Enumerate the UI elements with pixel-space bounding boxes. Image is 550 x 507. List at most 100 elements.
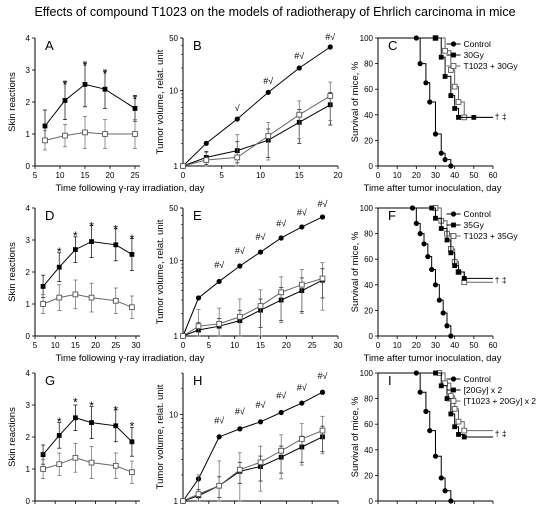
panel-letter: B [193,38,202,53]
data-point [413,370,419,376]
data-point [299,224,305,230]
data-point [444,237,450,243]
significance-mark: #√ [263,76,273,86]
data-point [237,426,243,432]
data-point [425,254,431,260]
data-point [417,389,423,395]
x-tick-label: 5 [33,171,38,180]
legend-label: 35Gy [464,220,485,230]
legend-marker [450,398,457,404]
data-point [319,275,326,282]
significance-mark: * [57,415,62,429]
series-line [378,37,452,166]
data-point [298,281,305,288]
y-tick-label: 4 [26,34,31,43]
data-point [417,231,423,237]
significance-mark: #√ [294,51,304,61]
y-tick-label: 80 [364,230,373,239]
y-tick-label: 50 [169,34,178,43]
significance-mark: * [63,78,68,92]
series-line [182,104,331,167]
survival-significance: † ‡ [495,111,507,121]
x-axis-label: Time following γ-ray irradiation, day [55,183,204,194]
y-axis-label: Skin reactions [7,407,18,467]
legend-marker [450,211,457,217]
significance-mark: * [83,59,88,73]
panel-letter: G [45,373,55,388]
data-point [278,235,284,241]
data-point [423,80,429,86]
data-point [461,276,467,281]
x-tick-label: 20 [412,341,421,350]
data-point [89,420,94,425]
significance-mark: * [113,404,118,418]
data-point [102,131,108,137]
data-point [413,35,419,41]
data-point [440,310,446,316]
significance-mark: #√ [256,232,266,242]
data-point [42,123,48,129]
significance-mark: #√ [325,32,335,42]
data-point [433,370,438,376]
x-tick-label: 60 [489,341,498,350]
significance-mark: #√ [318,199,328,209]
data-point [40,284,46,289]
data-point [442,157,448,163]
data-point [319,389,326,395]
data-point [72,415,78,421]
x-tick-label: 30 [334,341,343,350]
data-point [216,434,222,440]
significance-mark: #√ [276,391,286,401]
panel-h: 051015202530110HTumor volume, relat. uni… [155,371,343,507]
data-point [40,452,46,457]
x-tick-label: 0 [181,171,186,180]
data-point [237,263,243,269]
panel-letter: D [45,208,54,223]
data-point [442,74,448,79]
series-2 [42,116,138,151]
series-line [42,417,133,455]
data-point [56,264,62,270]
y-tick-label: 1 [174,332,179,341]
data-point [298,436,305,442]
data-point [180,163,186,169]
x-tick-label: 5 [220,171,225,180]
data-point [296,111,303,118]
panel-letter: I [388,373,392,388]
data-point [132,106,138,111]
data-point [129,469,135,476]
x-tick-label: 25 [111,341,120,350]
data-point [442,488,448,494]
x-tick-label: 15 [256,341,265,350]
y-tick-label: 1 [26,465,31,474]
significance-mark: * [113,223,118,237]
significance-mark: #√ [297,382,307,392]
y-tick-label: 1 [174,162,179,171]
y-tick-label: 60 [364,255,373,264]
series-line [182,391,323,502]
data-point [265,89,271,95]
data-point [448,333,454,339]
data-point [452,106,458,111]
data-point [471,114,477,120]
legend-label: Control [464,39,492,49]
series-line [182,279,323,337]
y-tick-label: 60 [364,85,373,94]
y-tick-label: 100 [360,34,374,43]
data-point [452,424,458,430]
y-tick-label: 20 [364,471,373,480]
x-tick-label: 15 [71,341,80,350]
series-1 [378,35,454,169]
y-tick-label: 2 [26,433,31,442]
legend-marker [451,387,456,393]
x-tick-label: 5 [207,341,212,350]
data-point [72,454,79,461]
series-line [44,131,135,141]
data-point [421,241,427,247]
panel-letter: H [193,373,202,388]
